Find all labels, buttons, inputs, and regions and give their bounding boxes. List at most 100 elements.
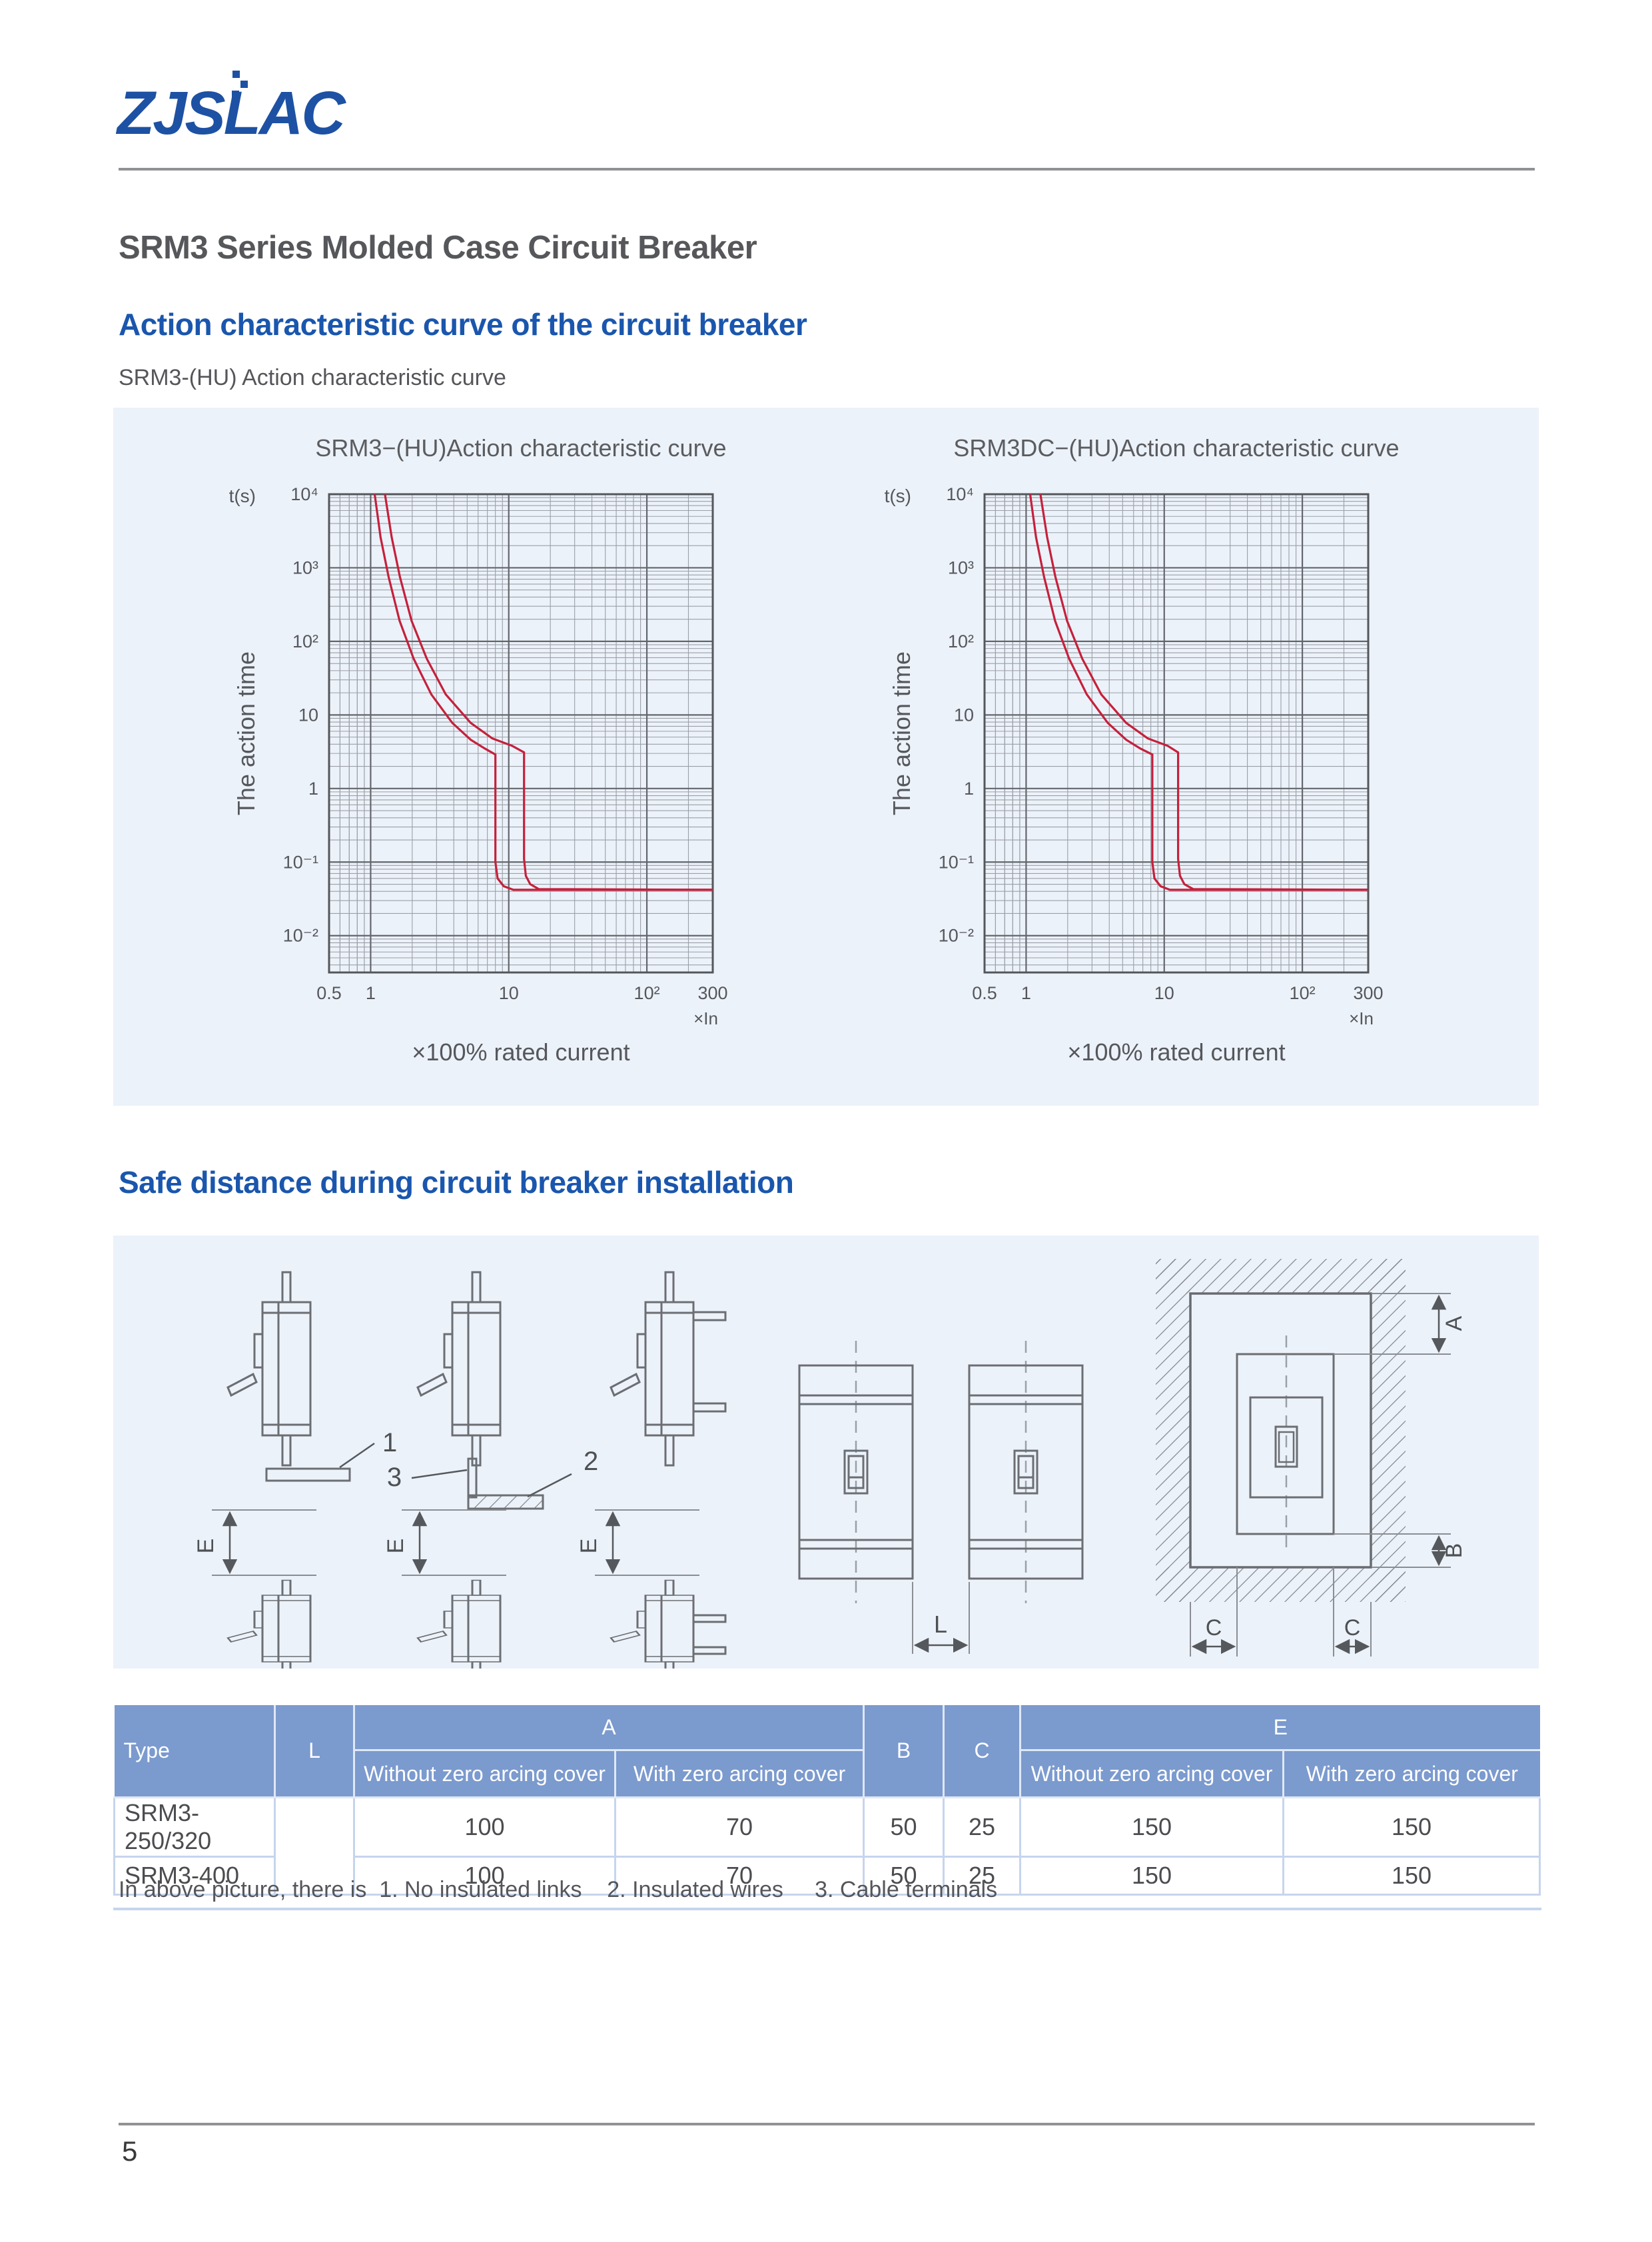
chart-1: 0.5 1 10 10² 300 10⁴ 10³ 10² 10 1 10⁻¹ 10⁻² ×In ×100%… (885, 484, 1384, 1066)
subcol-e-without: Without zero arcing cover (1019, 1749, 1284, 1798)
cell-type: SRM3-250/320 (113, 1796, 276, 1858)
section-heading-curves: Action characteristic curve of the circu… (119, 307, 807, 342)
wall-opening (1189, 1292, 1372, 1569)
table-row: SRM3-250/320 100 70 50 25 150 150 (113, 1796, 1541, 1896)
cell-e-without: 150 (1019, 1856, 1284, 1896)
dimension-label-c: C (1206, 1615, 1222, 1641)
svg-text:t(s): t(s) (229, 486, 256, 506)
svg-text:10⁴: 10⁴ (290, 484, 318, 504)
col-header-a: A (353, 1705, 865, 1751)
callout-3: 3 (387, 1463, 402, 1492)
cell-type: SRM3-400 (113, 1856, 276, 1896)
cell-c: 25 (943, 1796, 1021, 1858)
breaker-side-view (416, 1579, 502, 1669)
svg-text:1: 1 (308, 779, 318, 799)
action-characteristic-charts: 0.5 1 10 10² 300 10⁴ 10³ 10² 10 1 10⁻¹ 10⁻² ×In ×100%… (229, 484, 1384, 1066)
toggle-inner (1278, 1431, 1295, 1463)
leader-line-1 (339, 1442, 375, 1469)
svg-text:10³: 10³ (948, 558, 974, 577)
terminal-pin (692, 1311, 727, 1321)
charts-panel (113, 408, 1539, 1106)
curve (1029, 494, 1368, 891)
dimension-label-b: B (1442, 1543, 1467, 1559)
safe-distance-table: Type L A B C E Without zero arcing cover… (113, 1705, 1541, 1896)
svg-text:10²: 10² (1290, 983, 1316, 1003)
section-heading-install: Safe distance during circuit breaker ins… (119, 1165, 794, 1200)
cell-a-without: 100 (353, 1856, 616, 1896)
brand-logo: ZJSLAC (117, 79, 346, 147)
svg-text:10⁻¹: 10⁻¹ (283, 852, 318, 872)
callout-2: 2 (584, 1447, 598, 1476)
col-header-l: L (274, 1705, 355, 1798)
svg-text:The action time: The action time (888, 651, 915, 815)
svg-text:300: 300 (1353, 983, 1383, 1003)
svg-text:0.5: 0.5 (972, 983, 997, 1003)
wall-hatch (1156, 1259, 1190, 1602)
svg-text:0.5: 0.5 (316, 983, 342, 1003)
cell-e-with: 150 (1282, 1856, 1541, 1896)
terminal-pin (692, 1402, 727, 1413)
curves-subtitle: SRM3-(HU) Action characteristic curve (119, 365, 506, 390)
table-row: SRM3-400 100 70 50 25 150 150 (113, 1856, 1541, 1896)
svg-text:10²: 10² (292, 631, 318, 651)
svg-text:10: 10 (298, 705, 318, 725)
subcol-e-with: With zero arcing cover (1282, 1749, 1540, 1798)
svg-text:10: 10 (499, 983, 519, 1003)
terminal-pin (692, 1614, 727, 1623)
enclosure-front (1236, 1353, 1335, 1535)
cell-a-with: 70 (614, 1856, 865, 1896)
wall-hatch (1156, 1259, 1406, 1294)
dimension-label-l: L (934, 1611, 947, 1638)
cell-e-without: 150 (1019, 1796, 1284, 1858)
chart-title-dc: SRM3DC−(HU)Action characteristic curve (953, 434, 1400, 462)
col-header-e: E (1019, 1705, 1540, 1751)
callout-1: 1 (382, 1428, 397, 1457)
svg-text:×100% rated current: ×100% rated current (412, 1038, 629, 1066)
col-header-type: Type (114, 1705, 276, 1798)
breaker-window (1249, 1396, 1324, 1499)
insulated-wire-plate (467, 1494, 544, 1510)
chart-0: 0.5 1 10 10² 300 10⁴ 10³ 10² 10 1 10⁻¹ 10⁻² ×In ×100%… (229, 484, 728, 1066)
svg-text:10²: 10² (634, 983, 660, 1003)
installation-drawing: 1 E 3 2 E E L A B C (193, 1259, 1467, 1669)
toggle (1274, 1425, 1298, 1468)
cell-b: 50 (863, 1796, 945, 1858)
svg-text:The action time: The action time (232, 651, 260, 815)
svg-text:×100% rated current: ×100% rated current (1067, 1038, 1285, 1066)
svg-text:10²: 10² (948, 631, 974, 651)
terminal-pin (692, 1646, 727, 1655)
cell-e-with: 150 (1282, 1796, 1541, 1858)
wall-hatch (1156, 1567, 1406, 1602)
curve (384, 494, 713, 891)
svg-text:1: 1 (964, 779, 974, 799)
cell-a-with: 70 (614, 1796, 865, 1858)
svg-text:×In: ×In (693, 1008, 718, 1028)
svg-text:10⁴: 10⁴ (946, 484, 974, 504)
col-header-b: B (863, 1705, 945, 1798)
leader-line-3 (411, 1469, 468, 1479)
table-note: In above picture, there is 1. No insulat… (113, 1872, 1541, 1910)
col-header-c: C (943, 1705, 1021, 1798)
breaker-side-view (226, 1579, 312, 1669)
breaker-side-view (610, 1271, 695, 1467)
svg-text:1: 1 (366, 983, 376, 1003)
logo-pixel-dot (232, 71, 240, 78)
page-number: 5 (122, 2135, 138, 2167)
svg-text:10⁻²: 10⁻² (283, 926, 318, 946)
svg-text:×In: ×In (1349, 1008, 1374, 1028)
leader-line-2 (527, 1473, 572, 1498)
cell-c: 25 (943, 1856, 1021, 1896)
cell-l (274, 1796, 355, 1896)
dimension-label-e: E (576, 1539, 602, 1554)
svg-text:10: 10 (954, 705, 974, 725)
bus-link-plate (265, 1467, 351, 1482)
cell-a-without: 100 (353, 1796, 616, 1858)
dimension-label-e: E (383, 1539, 408, 1554)
breaker-side-view (226, 1271, 312, 1467)
dimension-label-a: A (1442, 1315, 1467, 1331)
chart-title-ac: SRM3−(HU)Action characteristic curve (315, 434, 727, 462)
breaker-side-view (416, 1271, 502, 1467)
footer-divider (119, 2123, 1535, 2125)
logo-pixel-dot (232, 91, 239, 98)
